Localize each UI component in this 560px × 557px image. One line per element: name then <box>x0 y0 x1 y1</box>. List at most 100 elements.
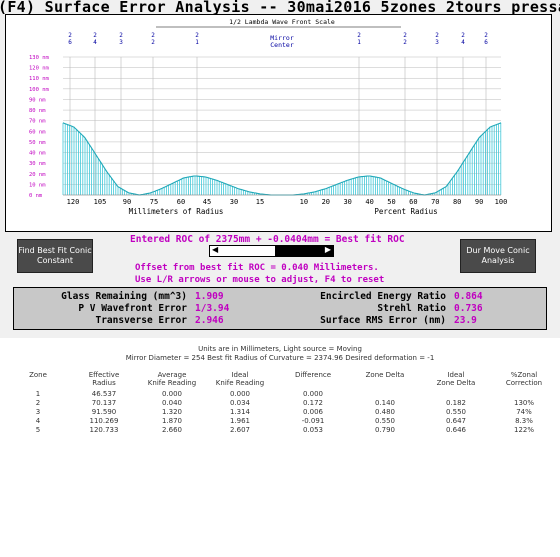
table-cell: 120.733 <box>89 426 119 434</box>
x-tick-left: 15 <box>256 198 264 206</box>
table-header: Knife Reading <box>215 379 265 387</box>
table-cell: 5 <box>35 426 41 434</box>
window-title: (F4) Surface Error Analysis -- 30mai2016… <box>0 0 560 16</box>
offset-text: Offset from best fit ROC = 0.040 Millime… <box>135 263 379 273</box>
table-header: Correction <box>505 379 543 387</box>
rms-row: Surface RMS Error (nm) 23.9 <box>14 315 477 326</box>
x-tick-left: 60 <box>177 198 185 206</box>
y-tick-label: 30 nm <box>29 161 46 167</box>
zone-marker-label: 2 <box>119 32 123 39</box>
table-header: Zone Delta <box>365 371 405 379</box>
scale-label: 1/2 Lambda Wave Front Scale <box>229 18 335 26</box>
x-tick-right: 40 <box>365 198 373 206</box>
strehl-row: Strehl Ratio 0.736 <box>14 303 483 314</box>
strehl-label: Strehl Ratio <box>377 303 446 314</box>
glass-row: Glass Remaining (mm^3) 1.909 <box>14 291 224 302</box>
slider-left-arrow-icon[interactable]: ◀ <box>212 245 219 254</box>
table-cell: 1.961 <box>229 417 251 425</box>
table-header: Ideal <box>447 371 465 379</box>
y-tick-label: 120 nm <box>29 66 50 72</box>
find-best-conic-button[interactable]: Find Best Fit Conic Constant <box>17 239 93 273</box>
x-tick-right: 70 <box>431 198 439 206</box>
table-cell: 1.320 <box>161 408 183 416</box>
transverse-row: Transverse Error 2.946 <box>14 315 223 326</box>
y-tick-label: 110 nm <box>29 76 50 82</box>
report-line-1: Units are in Millimeters, Light source =… <box>198 345 362 353</box>
table-header: Zone Delta <box>436 379 476 387</box>
glass-label: Glass Remaining (mm^3) <box>61 291 187 302</box>
table-cell: 0.040 <box>161 399 183 407</box>
x-tick-left: 45 <box>203 198 211 206</box>
table-cell: 130% <box>513 399 534 407</box>
slider-right-arrow-icon[interactable]: ▶ <box>324 245 331 254</box>
table-cell: 122% <box>513 426 534 434</box>
table-header: Ideal <box>231 371 249 379</box>
table-cell: 4 <box>35 417 41 425</box>
zone-marker-label: 2 <box>357 32 361 39</box>
table-cell: 0.550 <box>445 408 467 416</box>
x-tick-left: 30 <box>230 198 238 206</box>
roc-line: Entered ROC of 2375mm + -0.0404mm = Best… <box>130 234 405 245</box>
move-conic-button[interactable]: Dur Move Conic Analysis <box>460 239 536 273</box>
x-tick-right: 50 <box>387 198 395 206</box>
pv-label: P V Wavefront Error <box>78 303 187 314</box>
y-tick-label: 10 nm <box>29 182 46 188</box>
table-cell: 2.607 <box>229 426 251 434</box>
mirror-label: Mirror <box>270 34 294 42</box>
table-cell: -0.091 <box>301 417 325 425</box>
y-tick-label: 60 nm <box>29 129 46 135</box>
move-conic-label: Dur Move Conic Analysis <box>466 246 530 265</box>
y-tick-label: 100 nm <box>29 87 50 93</box>
table-cell: 91.590 <box>91 408 117 416</box>
table-cell: 0.182 <box>445 399 467 407</box>
encircled-label: Encircled Energy Ratio <box>320 291 446 302</box>
surface-error-plot: 1/2 Lambda Wave Front Scale Mirror Center 1… <box>5 14 552 232</box>
table-cell: 2.660 <box>161 426 183 434</box>
zone-marker-label: 2 <box>195 32 199 39</box>
y-tick-label: 90 nm <box>29 97 46 103</box>
table-cell: 46.537 <box>91 390 117 398</box>
table-header: Difference <box>294 371 332 379</box>
zone-marker-label: 3 <box>119 39 123 46</box>
y-tick-label: 40 nm <box>29 151 46 157</box>
x-tick-left: 120 <box>67 198 80 206</box>
zone-marker-label: 2 <box>435 32 439 39</box>
x-tick-left: 75 <box>150 198 158 206</box>
rms-label: Surface RMS Error (nm) <box>320 315 446 326</box>
strehl-value: 0.736 <box>454 303 483 314</box>
slider-thumb[interactable] <box>275 246 333 256</box>
analysis-window: (F4) Surface Error Analysis -- 30mai2016… <box>0 0 560 338</box>
y-tick-label: 50 nm <box>29 140 46 146</box>
zone-report: Units are in Millimeters, Light source =… <box>0 345 560 445</box>
zone-marker-label: 2 <box>151 39 155 46</box>
table-cell: 0.034 <box>229 399 251 407</box>
table-header: Knife Reading <box>147 379 197 387</box>
table-header: Average <box>157 371 187 379</box>
zone-marker-label: 4 <box>461 39 465 46</box>
encircled-row: Encircled Energy Ratio 0.864 <box>14 291 483 302</box>
x-tick-left: 90 <box>123 198 131 206</box>
table-cell: 0.000 <box>161 390 183 398</box>
table-header: Effective <box>88 371 120 379</box>
table-cell: 74% <box>516 408 532 416</box>
x-tick-right: 60 <box>409 198 417 206</box>
table-cell: 0.646 <box>445 426 467 434</box>
find-best-conic-label: Find Best Fit Conic Constant <box>18 246 92 265</box>
zone-marker-label: 2 <box>484 32 488 39</box>
x-tick-right: 20 <box>322 198 330 206</box>
table-cell: 0.172 <box>302 399 324 407</box>
zone-marker-label: 6 <box>68 39 72 46</box>
stats-panel: Glass Remaining (mm^3) 1.909 P V Wavefron… <box>13 287 547 330</box>
zone-marker-label: 2 <box>68 32 72 39</box>
encircled-value: 0.864 <box>454 291 483 302</box>
glass-value: 1.909 <box>195 291 224 302</box>
x-axis-label-right: Percent Radius <box>374 207 437 216</box>
table-cell: 0.790 <box>374 426 396 434</box>
x-tick-right: 30 <box>343 198 351 206</box>
y-tick-label: 80 nm <box>29 108 46 114</box>
zone-marker-label: 2 <box>403 32 407 39</box>
roc-slider[interactable]: ◀ ▶ <box>209 245 334 257</box>
table-cell: 0.053 <box>302 426 324 434</box>
x-axis-label-left: Millimeters of Radius <box>129 207 224 216</box>
